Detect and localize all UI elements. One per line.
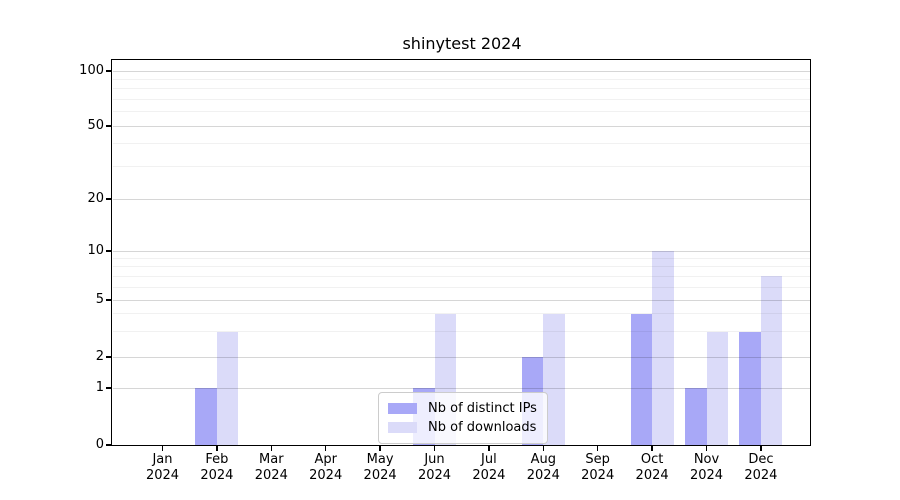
gridline-minor-8	[113, 266, 811, 268]
x-tick-label: Dec 2024	[744, 452, 778, 483]
chart-title: shinytest 2024	[402, 34, 522, 53]
bar-downloads-dec	[760, 276, 783, 445]
y-tick	[106, 299, 112, 301]
x-tick	[705, 445, 708, 451]
y-tick-label: 0	[95, 437, 104, 452]
gridline-minor-40	[113, 143, 811, 145]
y-tick	[106, 125, 112, 127]
bar-downloads-oct	[652, 251, 674, 445]
gridline-minor-7	[113, 275, 811, 277]
gridline-minor-6	[113, 286, 811, 288]
gridline-minor-30	[113, 166, 811, 168]
x-tick	[324, 445, 327, 451]
legend-swatch-downloads	[388, 422, 417, 433]
x-tick-label: Nov 2024	[689, 452, 724, 483]
legend: Nb of distinct IPs Nb of downloads	[378, 392, 548, 444]
y-tick-label: 10	[87, 243, 104, 258]
x-tick	[596, 445, 599, 451]
legend-entry-downloads: Nb of downloads	[388, 419, 538, 436]
x-tick-label: Aug 2024	[526, 452, 560, 483]
y-tick	[106, 198, 112, 200]
bar-distinct-ips-feb	[195, 388, 217, 445]
y-tick	[106, 387, 112, 389]
bar-distinct-ips-nov	[685, 388, 707, 445]
x-tick-label: Jun 2024	[417, 452, 452, 483]
x-tick	[216, 445, 218, 451]
x-tick-label: May 2024	[363, 452, 397, 483]
gridline-major-50	[113, 125, 811, 127]
gridline-minor-80	[113, 88, 811, 90]
x-tick	[270, 445, 273, 451]
gridline-major-20	[113, 198, 811, 200]
x-tick	[161, 445, 164, 451]
x-tick-label: Apr 2024	[309, 452, 343, 483]
gridline-minor-90	[113, 78, 811, 80]
x-tick	[433, 445, 436, 451]
x-tick-label: Jul 2024	[472, 452, 506, 483]
y-tick-label: 100	[79, 63, 104, 78]
x-tick-label: Jan 2024	[145, 452, 180, 483]
x-tick	[379, 445, 381, 451]
y-tick	[106, 444, 112, 446]
x-tick	[488, 445, 490, 451]
x-tick-label: Oct 2024	[635, 452, 669, 483]
y-tick-label: 5	[95, 292, 104, 307]
y-tick-label: 1	[95, 380, 104, 395]
legend-entry-distinct-ips: Nb of distinct IPs	[388, 400, 538, 417]
legend-label-downloads: Nb of downloads	[428, 420, 537, 435]
x-tick-label: Mar 2024	[254, 452, 288, 483]
gridline-major-10	[113, 250, 811, 252]
x-tick	[651, 445, 653, 451]
gridline-minor-9	[113, 257, 811, 259]
gridline-major-100	[113, 70, 811, 72]
gridline-minor-70	[113, 98, 811, 100]
bar-distinct-ips-dec	[739, 331, 761, 445]
legend-swatch-distinct-ips	[388, 403, 417, 414]
y-tick	[106, 250, 112, 252]
x-tick-label: Feb 2024	[200, 452, 234, 483]
gridline-minor-4	[113, 313, 811, 315]
gridline-minor-60	[113, 111, 811, 113]
x-tick	[542, 445, 545, 451]
bar-downloads-aug	[543, 313, 565, 445]
y-tick-label: 50	[87, 118, 104, 133]
x-tick	[760, 445, 762, 451]
bar-downloads-feb	[216, 331, 239, 445]
legend-label-distinct-ips: Nb of distinct IPs	[428, 401, 537, 416]
y-tick-label: 2	[95, 349, 104, 364]
y-tick	[106, 356, 112, 358]
y-tick	[106, 70, 112, 72]
bar-distinct-ips-oct	[630, 313, 653, 445]
y-tick-label: 20	[87, 191, 104, 206]
bar-downloads-nov	[706, 331, 728, 445]
x-tick-label: Sep 2024	[581, 452, 615, 483]
gridline-major-5	[113, 299, 811, 301]
